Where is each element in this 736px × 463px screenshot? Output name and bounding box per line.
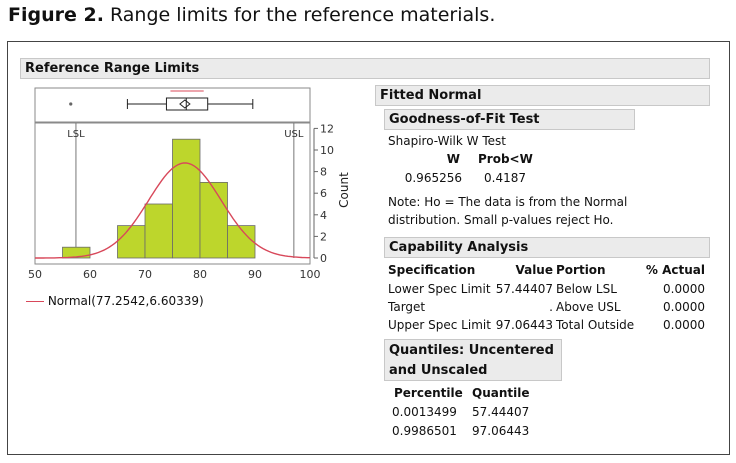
y-tick-label: 8 [320,166,327,179]
histogram-bar [172,138,201,259]
cap-row-portion: Above USL [556,300,621,314]
y-tick-label: 6 [320,187,327,200]
cap-col-portion: Portion [556,263,606,277]
cap-row-actual: 0.0000 [663,300,705,314]
gof-note-line2: distribution. Small p-values reject Ho. [388,213,614,227]
cap-row-value: . [549,300,553,314]
gof-w-value: 0.965256 [404,171,462,185]
report-frame [7,41,730,455]
box-mean-diamond [179,99,191,109]
cap-col-spec: Specification [388,263,476,277]
normal-fit-curve [35,162,310,259]
cap-row-portion: Below LSL [556,282,617,296]
y-tick-label: 2 [320,230,327,243]
gof-col-w: W [446,152,460,166]
cap-col-value: Value [515,263,553,277]
usl-label: USL [284,129,304,140]
x-tick-label: 70 [138,268,152,281]
legend-normal-label: Normal(77.2542,6.60339) [47,294,204,308]
histogram-frame [34,122,311,265]
x-tick-label: 90 [248,268,262,281]
x-tick-label: 80 [193,268,207,281]
histogram-bar [227,225,256,259]
quantiles-row-quantile: 97.06443 [472,424,530,438]
quantiles-title-line2: and Unscaled [389,363,488,378]
capability-header[interactable]: Capability Analysis [384,237,710,258]
cap-row-spec: Target [388,300,426,314]
cap-row-spec: Lower Spec Limit [388,282,491,296]
quantiles-title-line1: Quantiles: Uncentered [389,343,554,358]
gof-prob-value: 0.4187 [484,171,526,185]
figure-caption: Figure 2. Range limits for the reference… [8,2,495,28]
x-tick-label: 100 [300,268,321,281]
fitted-normal-header[interactable]: Fitted Normal [375,85,710,106]
quantiles-row-percentile: 0.0013499 [392,405,457,419]
gof-test-name: Shapiro-Wilk W Test [388,134,506,148]
y-axis-label: Count [337,172,351,208]
quantiles-header[interactable]: Quantiles: Uncentered and Unscaled [384,339,562,381]
x-tick-label: 50 [28,268,42,281]
legend-item-normal: Normal(77.2542,6.60339) [26,293,204,309]
y-tick-label: 0 [320,252,327,265]
cap-row-value: 97.06443 [495,318,553,332]
cap-row-spec: Upper Spec Limit [388,318,491,332]
legend-swatch [26,301,44,302]
boxplot-frame [34,87,311,123]
x-tick-label: 60 [83,268,97,281]
y-tick-label: 4 [320,209,327,222]
cap-row-portion: Total Outside [556,318,635,332]
histogram-bar [199,181,228,259]
figure-label: Figure 2. [8,4,104,26]
histogram-bar [62,246,91,259]
y-tick-label: 12 [320,122,334,135]
cap-row-actual: 0.0000 [663,318,705,332]
y-tick-label: 10 [320,144,334,157]
cap-row-actual: 0.0000 [663,282,705,296]
figure-caption-text: Range limits for the reference materials… [109,4,496,26]
gof-note-line1: Note: Ho = The data is from the Normal [388,195,628,209]
histogram-bar [117,225,146,259]
quantiles-col-percentile: Percentile [394,386,463,400]
gof-header[interactable]: Goodness-of-Fit Test [384,109,635,130]
box-iqr [165,97,209,111]
gof-col-prob: Prob<W [478,152,533,166]
quantiles-row-quantile: 57.44407 [472,405,530,419]
quantiles-row-percentile: 0.9986501 [392,424,457,438]
cap-col-actual: % Actual [645,263,705,277]
lsl-label: LSL [67,129,85,140]
report-title[interactable]: Reference Range Limits [20,58,710,79]
cap-row-value: 57.44407 [495,282,553,296]
histogram-bar [144,203,173,259]
outlier-point [69,102,73,106]
quantiles-col-quantile: Quantile [472,386,530,400]
